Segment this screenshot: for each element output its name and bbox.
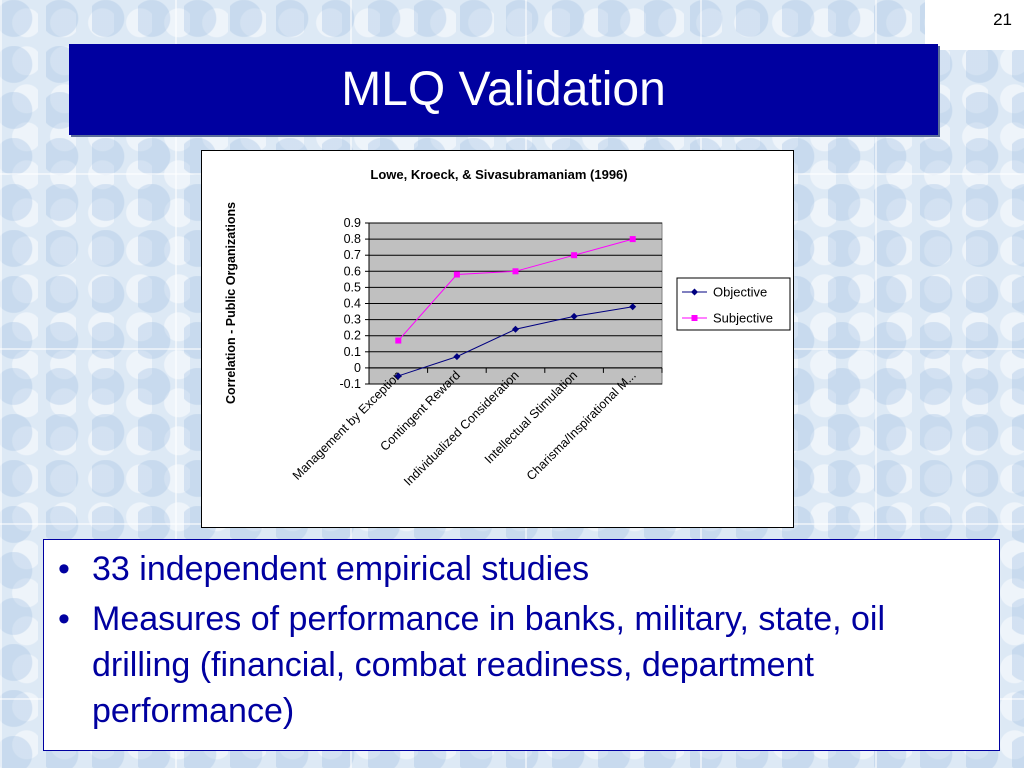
bullet-text-box: • 33 independent empirical studies • Measur…	[43, 539, 1000, 751]
y-tick-label: 0	[354, 361, 361, 375]
chart-panel: Lowe, Kroeck, & Sivasubramaniam (1996) Co…	[201, 150, 794, 528]
data-point	[512, 268, 519, 275]
data-point	[453, 353, 461, 361]
y-tick-label: -0.1	[339, 377, 361, 391]
slide-number-box: 21	[925, 0, 1024, 50]
data-point	[453, 271, 460, 278]
line-chart: Lowe, Kroeck, & Sivasubramaniam (1996) Co…	[224, 167, 791, 489]
y-tick-label: 0.4	[344, 297, 361, 311]
y-tick-label: 0.6	[344, 264, 361, 278]
y-tick-label: 0.3	[344, 313, 361, 327]
y-tick-label: 0.5	[344, 280, 361, 294]
data-point	[571, 252, 578, 259]
data-point	[395, 337, 402, 344]
legend-label: Subjective	[713, 311, 773, 326]
y-tick-label: 0.9	[344, 216, 361, 230]
data-point	[570, 312, 578, 320]
y-tick-label: 0.8	[344, 232, 361, 246]
bullet-marker: •	[58, 600, 70, 638]
legend-marker	[691, 288, 698, 296]
bullet-list: • 33 independent empirical studies • Measur…	[58, 546, 979, 734]
legend-box	[676, 277, 791, 331]
data-point	[512, 325, 519, 333]
x-tick-label: Individualized Consideration	[401, 368, 521, 488]
y-tick-label: 0.2	[344, 329, 361, 343]
bullet-text: 33 independent empirical studies	[92, 550, 590, 588]
y-axis-label: Correlation - Public Organizations	[224, 202, 238, 404]
bullet-item: • Measures of performance in banks, milit…	[58, 596, 979, 734]
slide-number: 21	[993, 10, 1012, 29]
bullet-item: • 33 independent empirical studies	[58, 546, 979, 592]
bullet-marker: •	[58, 550, 70, 588]
bullet-text: Measures of performance in banks, milita…	[92, 600, 886, 730]
legend-label: Objective	[713, 285, 767, 300]
data-point	[394, 372, 402, 380]
legend-marker	[691, 315, 698, 321]
data-point	[629, 236, 636, 243]
x-tick-label: Charisma/Inspirational M...	[524, 368, 639, 483]
chart-title: Lowe, Kroeck, & Sivasubramaniam (1996)	[370, 167, 627, 182]
data-point	[629, 303, 637, 311]
slide-title-bar: MLQ Validation	[69, 44, 938, 135]
slide-title: MLQ Validation	[341, 63, 666, 116]
y-tick-label: 0.7	[344, 248, 361, 262]
y-tick-label: 0.1	[344, 345, 361, 359]
